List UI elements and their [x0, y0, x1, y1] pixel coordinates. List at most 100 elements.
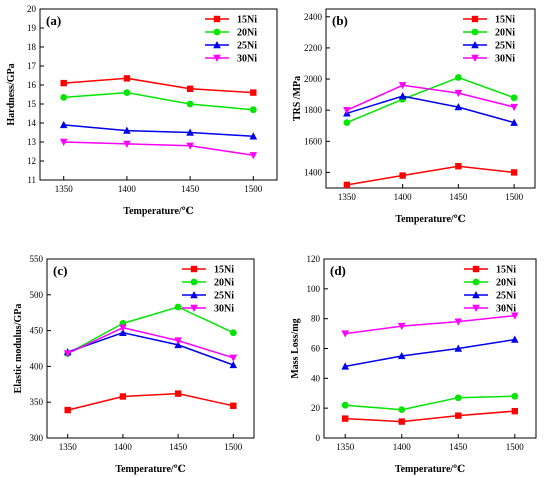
y-tick-label: 18 — [27, 42, 37, 52]
data-point — [123, 126, 131, 134]
data-point — [398, 92, 407, 100]
data-point — [454, 103, 463, 111]
y-tick-label: 500 — [30, 290, 44, 300]
legend-marker — [471, 41, 479, 49]
panel-label: (c) — [53, 263, 67, 278]
series-15Ni — [60, 75, 257, 96]
data-point — [174, 337, 182, 345]
legend-label: 25Ni — [496, 291, 516, 302]
x-tick-label: 1400 — [118, 184, 137, 194]
data-point — [342, 415, 349, 422]
y-tick-label: 450 — [30, 326, 44, 336]
data-point — [229, 354, 238, 362]
data-point — [229, 360, 238, 369]
data-point — [123, 89, 131, 96]
data-point — [186, 128, 194, 136]
y-tick-label: 2400 — [304, 12, 323, 22]
data-point — [341, 401, 349, 409]
data-point — [510, 118, 518, 126]
series-20Ni — [64, 303, 237, 357]
series-line — [345, 314, 515, 335]
x-tick-label: 1450 — [449, 192, 468, 202]
legend: 15Ni 20Ni 25Ni 30Ni — [205, 15, 257, 65]
series-30Ni — [63, 324, 238, 362]
legend-marker — [190, 265, 198, 273]
y-tick-label: 1400 — [304, 167, 323, 177]
data-point — [174, 303, 182, 311]
data-point — [63, 350, 72, 358]
legend-marker — [190, 291, 198, 299]
x-tick-label: 1450 — [181, 184, 200, 194]
y-tick-label: 550 — [30, 254, 44, 264]
data-point — [119, 324, 127, 332]
y-tick-label: 100 — [307, 284, 321, 294]
data-point — [398, 82, 407, 90]
y-tick-label: 350 — [30, 397, 44, 407]
legend-label: 25Ni — [495, 41, 515, 52]
data-point — [510, 103, 518, 112]
legend: 15Ni 20Ni 25Ni 30Ni — [464, 265, 516, 315]
series-line — [67, 326, 234, 359]
data-point — [511, 407, 518, 415]
y-tick-label: 12 — [27, 156, 36, 166]
legend-label: 15Ni — [495, 15, 515, 26]
x-axis-title: Temperature/℃ — [395, 214, 465, 225]
x-tick-label: 1500 — [506, 442, 525, 452]
series-15Ni — [342, 407, 518, 425]
data-point — [249, 106, 257, 114]
y-tick-label: 16 — [27, 80, 37, 90]
y-tick-label: 300 — [30, 433, 44, 443]
y-tick-label: 2000 — [304, 74, 323, 84]
x-tick-label: 1500 — [505, 192, 524, 202]
data-point — [397, 351, 406, 360]
data-point — [249, 152, 258, 160]
panel-label: (b) — [332, 13, 348, 28]
series-line — [346, 165, 515, 186]
legend-marker — [213, 28, 221, 36]
data-point — [59, 120, 68, 129]
y-tick-label: 40 — [311, 373, 321, 383]
legend-marker — [471, 28, 479, 36]
x-tick-label: 1400 — [394, 192, 413, 202]
x-tick-label: 1350 — [59, 442, 78, 452]
y-tick-label: 0 — [316, 433, 321, 443]
data-point — [398, 406, 406, 414]
data-point — [60, 79, 67, 87]
data-point — [511, 335, 519, 343]
chart-panel-3: 300 350 400 450 500 550 1350 1400 1450 1500 Temper… — [13, 254, 255, 475]
series-line — [67, 331, 234, 366]
data-point — [343, 119, 351, 127]
y-tick-label: 1800 — [304, 105, 323, 115]
legend-marker — [472, 278, 480, 286]
data-point — [119, 328, 127, 336]
y-tick-label: 60 — [311, 344, 321, 354]
y-tick-label: 400 — [30, 361, 44, 371]
legend-label: 15Ni — [214, 265, 234, 276]
legend-marker — [471, 15, 479, 23]
series-line — [67, 306, 234, 355]
data-point — [511, 312, 519, 320]
legend-marker — [213, 15, 221, 23]
y-tick-label: 14 — [27, 118, 37, 128]
data-point — [399, 172, 406, 179]
series-30Ni — [59, 138, 258, 160]
series-25Ni — [59, 120, 258, 140]
legend-label: 15Ni — [237, 15, 257, 26]
legend-label: 25Ni — [237, 41, 257, 52]
x-tick-label: 1400 — [114, 442, 133, 452]
data-point — [186, 142, 194, 150]
legend-marker — [472, 304, 480, 312]
data-point — [341, 362, 349, 370]
legend-label: 30Ni — [495, 54, 515, 65]
y-tick-label: 15 — [27, 99, 37, 109]
series-line — [346, 95, 515, 124]
y-tick-label: 2200 — [304, 43, 323, 53]
y-axis-title: Elastic modulus/GPa — [13, 304, 24, 394]
data-point — [397, 322, 406, 331]
data-point — [398, 418, 405, 425]
legend-marker — [472, 291, 480, 299]
x-tick-label: 1450 — [169, 442, 188, 452]
chart-panel-2: 1400 1600 1800 2000 2200 2400 1350 1400 1450 1500… — [292, 8, 536, 225]
plot-frame — [46, 258, 255, 439]
